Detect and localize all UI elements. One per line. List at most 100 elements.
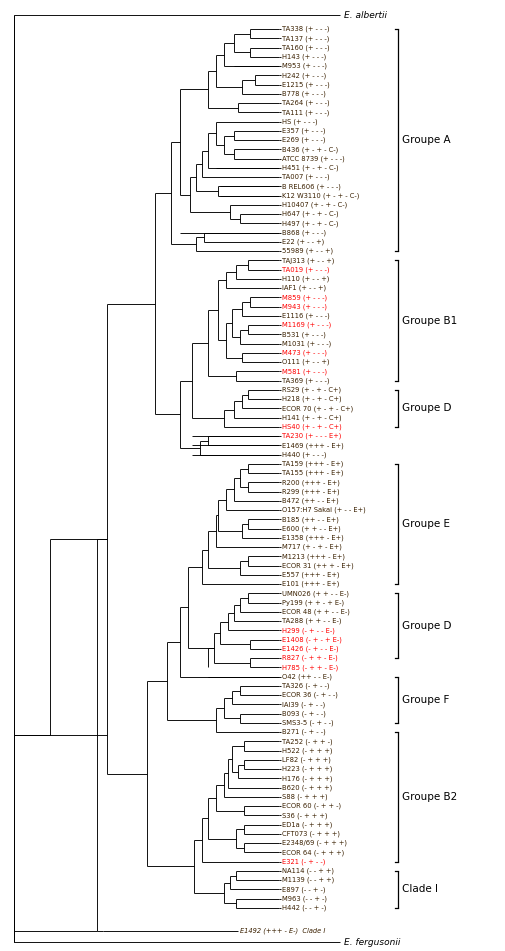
Text: H223 (- + + +): H223 (- + + +)	[282, 766, 332, 772]
Text: M943 (+ - - -): M943 (+ - - -)	[282, 303, 327, 310]
Text: O157:H7 Sakai (+ - - E+): O157:H7 Sakai (+ - - E+)	[282, 507, 366, 514]
Text: Groupe A: Groupe A	[401, 135, 450, 146]
Text: E1469 (+++ - E+): E1469 (+++ - E+)	[282, 442, 344, 449]
Text: M1031 (+ - - -): M1031 (+ - - -)	[282, 340, 331, 347]
Text: E1492 (+++ - E-)  Clade I: E1492 (+++ - E-) Clade I	[240, 928, 326, 935]
Text: E1215 (+ - - -): E1215 (+ - - -)	[282, 82, 330, 87]
Text: H10407 (+ - + - C-): H10407 (+ - + - C-)	[282, 202, 347, 208]
Text: M581 (+ - - -): M581 (+ - - -)	[282, 368, 327, 375]
Text: H647 (+ - + - C-): H647 (+ - + - C-)	[282, 211, 339, 218]
Text: CFT073 (- + + +): CFT073 (- + + +)	[282, 831, 340, 837]
Text: E600 (+ + - - E+): E600 (+ + - - E+)	[282, 526, 341, 532]
Text: ECOR 31 (++ + - E+): ECOR 31 (++ + - E+)	[282, 562, 354, 569]
Text: H176 (- + + +): H176 (- + + +)	[282, 775, 333, 782]
Text: B185 (++ - - E+): B185 (++ - - E+)	[282, 516, 339, 523]
Text: E1426 (- + - - E-): E1426 (- + - - E-)	[282, 646, 339, 652]
Text: RS29 (+ - + - C+): RS29 (+ - + - C+)	[282, 387, 341, 393]
Text: TA369 (+ - - -): TA369 (+ - - -)	[282, 378, 330, 384]
Text: E1358 (+++ - E+): E1358 (+++ - E+)	[282, 534, 344, 541]
Text: TAJ313 (+ - - +): TAJ313 (+ - - +)	[282, 257, 334, 263]
Text: H242 (+ - - -): H242 (+ - - -)	[282, 72, 326, 79]
Text: B436 (+ - + - C-): B436 (+ - + - C-)	[282, 146, 338, 153]
Text: E357 (+ - - -): E357 (+ - - -)	[282, 127, 326, 134]
Text: B868 (+ - - -): B868 (+ - - -)	[282, 229, 326, 236]
Text: E897 (- - + -): E897 (- - + -)	[282, 886, 326, 893]
Text: H141 (+ - + - C+): H141 (+ - + - C+)	[282, 415, 342, 421]
Text: H442 (- - + -): H442 (- - + -)	[282, 904, 326, 911]
Text: S88 (- + + +): S88 (- + + +)	[282, 794, 328, 800]
Text: TA160 (+ - - -): TA160 (+ - - -)	[282, 45, 330, 51]
Text: TA264 (+ - - -): TA264 (+ - - -)	[282, 100, 330, 107]
Text: M1139 (- - + +): M1139 (- - + +)	[282, 877, 334, 883]
Text: TA111 (+ - - -): TA111 (+ - - -)	[282, 109, 329, 116]
Text: M953 (+ - - -): M953 (+ - - -)	[282, 63, 327, 69]
Text: R299 (+++ - E+): R299 (+++ - E+)	[282, 489, 340, 495]
Text: HS (+ - - -): HS (+ - - -)	[282, 119, 318, 125]
Text: H440 (+ - - -): H440 (+ - - -)	[282, 452, 327, 458]
Text: M1169 (+ - - -): M1169 (+ - - -)	[282, 322, 331, 328]
Text: M859 (+ - - -): M859 (+ - - -)	[282, 294, 327, 301]
Text: LF82 (- + + +): LF82 (- + + +)	[282, 757, 331, 764]
Text: TA326 (- + - -): TA326 (- + - -)	[282, 683, 330, 689]
Text: TA137 (+ - - -): TA137 (+ - - -)	[282, 35, 329, 42]
Text: H299 (- + - - E-): H299 (- + - - E-)	[282, 628, 335, 633]
Text: E269 (+ - - -): E269 (+ - - -)	[282, 137, 326, 144]
Text: O111 (+ - - +): O111 (+ - - +)	[282, 359, 330, 365]
Text: S36 (- + + +): S36 (- + + +)	[282, 812, 328, 819]
Text: Groupe B1: Groupe B1	[401, 316, 457, 325]
Text: Groupe D: Groupe D	[401, 403, 451, 414]
Text: SMS3-5 (- + - -): SMS3-5 (- + - -)	[282, 720, 334, 727]
Text: E22 (+ - - +): E22 (+ - - +)	[282, 239, 324, 245]
Text: TA230 (+ - - - E+): TA230 (+ - - - E+)	[282, 433, 341, 439]
Text: Groupe F: Groupe F	[401, 695, 449, 705]
Text: E557 (+++ - E+): E557 (+++ - E+)	[282, 572, 339, 578]
Text: IAI39 (- + - -): IAI39 (- + - -)	[282, 701, 325, 708]
Text: B531 (+ - - -): B531 (+ - - -)	[282, 331, 326, 338]
Text: K12 W3110 (+ - + - C-): K12 W3110 (+ - + - C-)	[282, 192, 360, 199]
Text: B472 (++ - - E+): B472 (++ - - E+)	[282, 497, 339, 504]
Text: E1116 (+ - - -): E1116 (+ - - -)	[282, 313, 330, 320]
Text: TA155 (+++ - E+): TA155 (+++ - E+)	[282, 470, 343, 476]
Text: E101 (+++ - E+): E101 (+++ - E+)	[282, 581, 339, 588]
Text: TA159 (+++ - E+): TA159 (+++ - E+)	[282, 460, 343, 467]
Text: M473 (+ - - -): M473 (+ - - -)	[282, 350, 327, 357]
Text: TA288 (+ + - - E-): TA288 (+ + - - E-)	[282, 618, 341, 625]
Text: B620 (- + + +): B620 (- + + +)	[282, 785, 332, 791]
Text: M963 (- - + -): M963 (- - + -)	[282, 896, 327, 902]
Text: B093 (- + - -): B093 (- + - -)	[282, 710, 326, 717]
Text: H110 (+ - - +): H110 (+ - - +)	[282, 276, 329, 282]
Text: R827 (- + + - E-): R827 (- + + - E-)	[282, 655, 338, 662]
Text: B REL606 (+ - - -): B REL606 (+ - - -)	[282, 184, 341, 189]
Text: B271 (- + - -): B271 (- + - -)	[282, 729, 326, 735]
Text: 55989 (+ - - +): 55989 (+ - - +)	[282, 248, 333, 255]
Text: ECOR 70 (+ - + - C+): ECOR 70 (+ - + - C+)	[282, 405, 354, 412]
Text: R200 (+++ - E+): R200 (+++ - E+)	[282, 479, 340, 486]
Text: Groupe B2: Groupe B2	[401, 792, 457, 802]
Text: H218 (+ - + - C+): H218 (+ - + - C+)	[282, 396, 342, 402]
Text: E321 (- + - -): E321 (- + - -)	[282, 859, 325, 865]
Text: Groupe D: Groupe D	[401, 621, 451, 631]
Text: HS40 (+ - + - C+): HS40 (+ - + - C+)	[282, 424, 342, 430]
Text: ECOR 64 (- + + +): ECOR 64 (- + + +)	[282, 849, 344, 856]
Text: ECOR 36 (- + - -): ECOR 36 (- + - -)	[282, 692, 338, 698]
Text: M717 (+ - + - E+): M717 (+ - + - E+)	[282, 544, 342, 551]
Text: Clade I: Clade I	[401, 884, 437, 895]
Text: TA019 (+ - - -): TA019 (+ - - -)	[282, 266, 330, 273]
Text: IAF1 (+ - - +): IAF1 (+ - - +)	[282, 285, 326, 291]
Text: TA007 (+ - - -): TA007 (+ - - -)	[282, 174, 330, 181]
Text: TA338 (+ - - -): TA338 (+ - - -)	[282, 26, 330, 32]
Text: E. albertii: E. albertii	[343, 10, 387, 20]
Text: O42 (++ - - E-): O42 (++ - - E-)	[282, 673, 332, 680]
Text: TA252 (- + + -): TA252 (- + + -)	[282, 738, 333, 745]
Text: H451 (+ - + - C-): H451 (+ - + - C-)	[282, 165, 339, 171]
Text: E2348/69 (- + + +): E2348/69 (- + + +)	[282, 840, 347, 846]
Text: UMN026 (+ + - - E-): UMN026 (+ + - - E-)	[282, 591, 349, 596]
Text: NA114 (- - + +): NA114 (- - + +)	[282, 867, 334, 874]
Text: ECOR 60 (- + + -): ECOR 60 (- + + -)	[282, 803, 341, 809]
Text: Py199 (+ + - + E-): Py199 (+ + - + E-)	[282, 599, 344, 606]
Text: E1408 (- + - + E-): E1408 (- + - + E-)	[282, 636, 342, 643]
Text: ED1a (- + + +): ED1a (- + + +)	[282, 822, 332, 828]
Text: ATCC 8739 (+ - - -): ATCC 8739 (+ - - -)	[282, 155, 345, 162]
Text: H785 (- + + - E-): H785 (- + + - E-)	[282, 664, 338, 670]
Text: E. fergusonii: E. fergusonii	[343, 938, 400, 946]
